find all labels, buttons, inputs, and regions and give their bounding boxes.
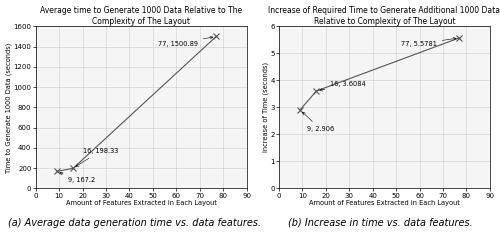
Title: Average time to Generate 1000 Data Relative to The
Complexity of The Layout: Average time to Generate 1000 Data Relat… bbox=[40, 6, 242, 26]
Text: 77, 1500.89: 77, 1500.89 bbox=[158, 36, 213, 47]
X-axis label: Amount of Features Extracted in Each Layout: Amount of Features Extracted in Each Lay… bbox=[66, 200, 216, 206]
Text: 9, 2.906: 9, 2.906 bbox=[302, 112, 334, 132]
Text: (a) Average data generation time vs. data features.: (a) Average data generation time vs. dat… bbox=[8, 218, 262, 228]
Text: 77, 5.5781: 77, 5.5781 bbox=[401, 37, 456, 47]
Y-axis label: Increase of Time (seconds): Increase of Time (seconds) bbox=[262, 62, 269, 153]
Y-axis label: Time to Generate 1000 Data (seconds): Time to Generate 1000 Data (seconds) bbox=[6, 42, 12, 172]
X-axis label: Amount of Features Extracted in Each Layout: Amount of Features Extracted in Each Lay… bbox=[309, 200, 460, 206]
Text: (b) Increase in time vs. data features.: (b) Increase in time vs. data features. bbox=[288, 218, 472, 228]
Text: 9, 167.2: 9, 167.2 bbox=[60, 172, 96, 183]
Title: Increase of Required Time to Generate Additional 1000 Data
Relative to Complexit: Increase of Required Time to Generate Ad… bbox=[268, 6, 500, 26]
Text: 16, 3.6084: 16, 3.6084 bbox=[320, 82, 366, 91]
Text: 16, 198.33: 16, 198.33 bbox=[76, 148, 118, 166]
